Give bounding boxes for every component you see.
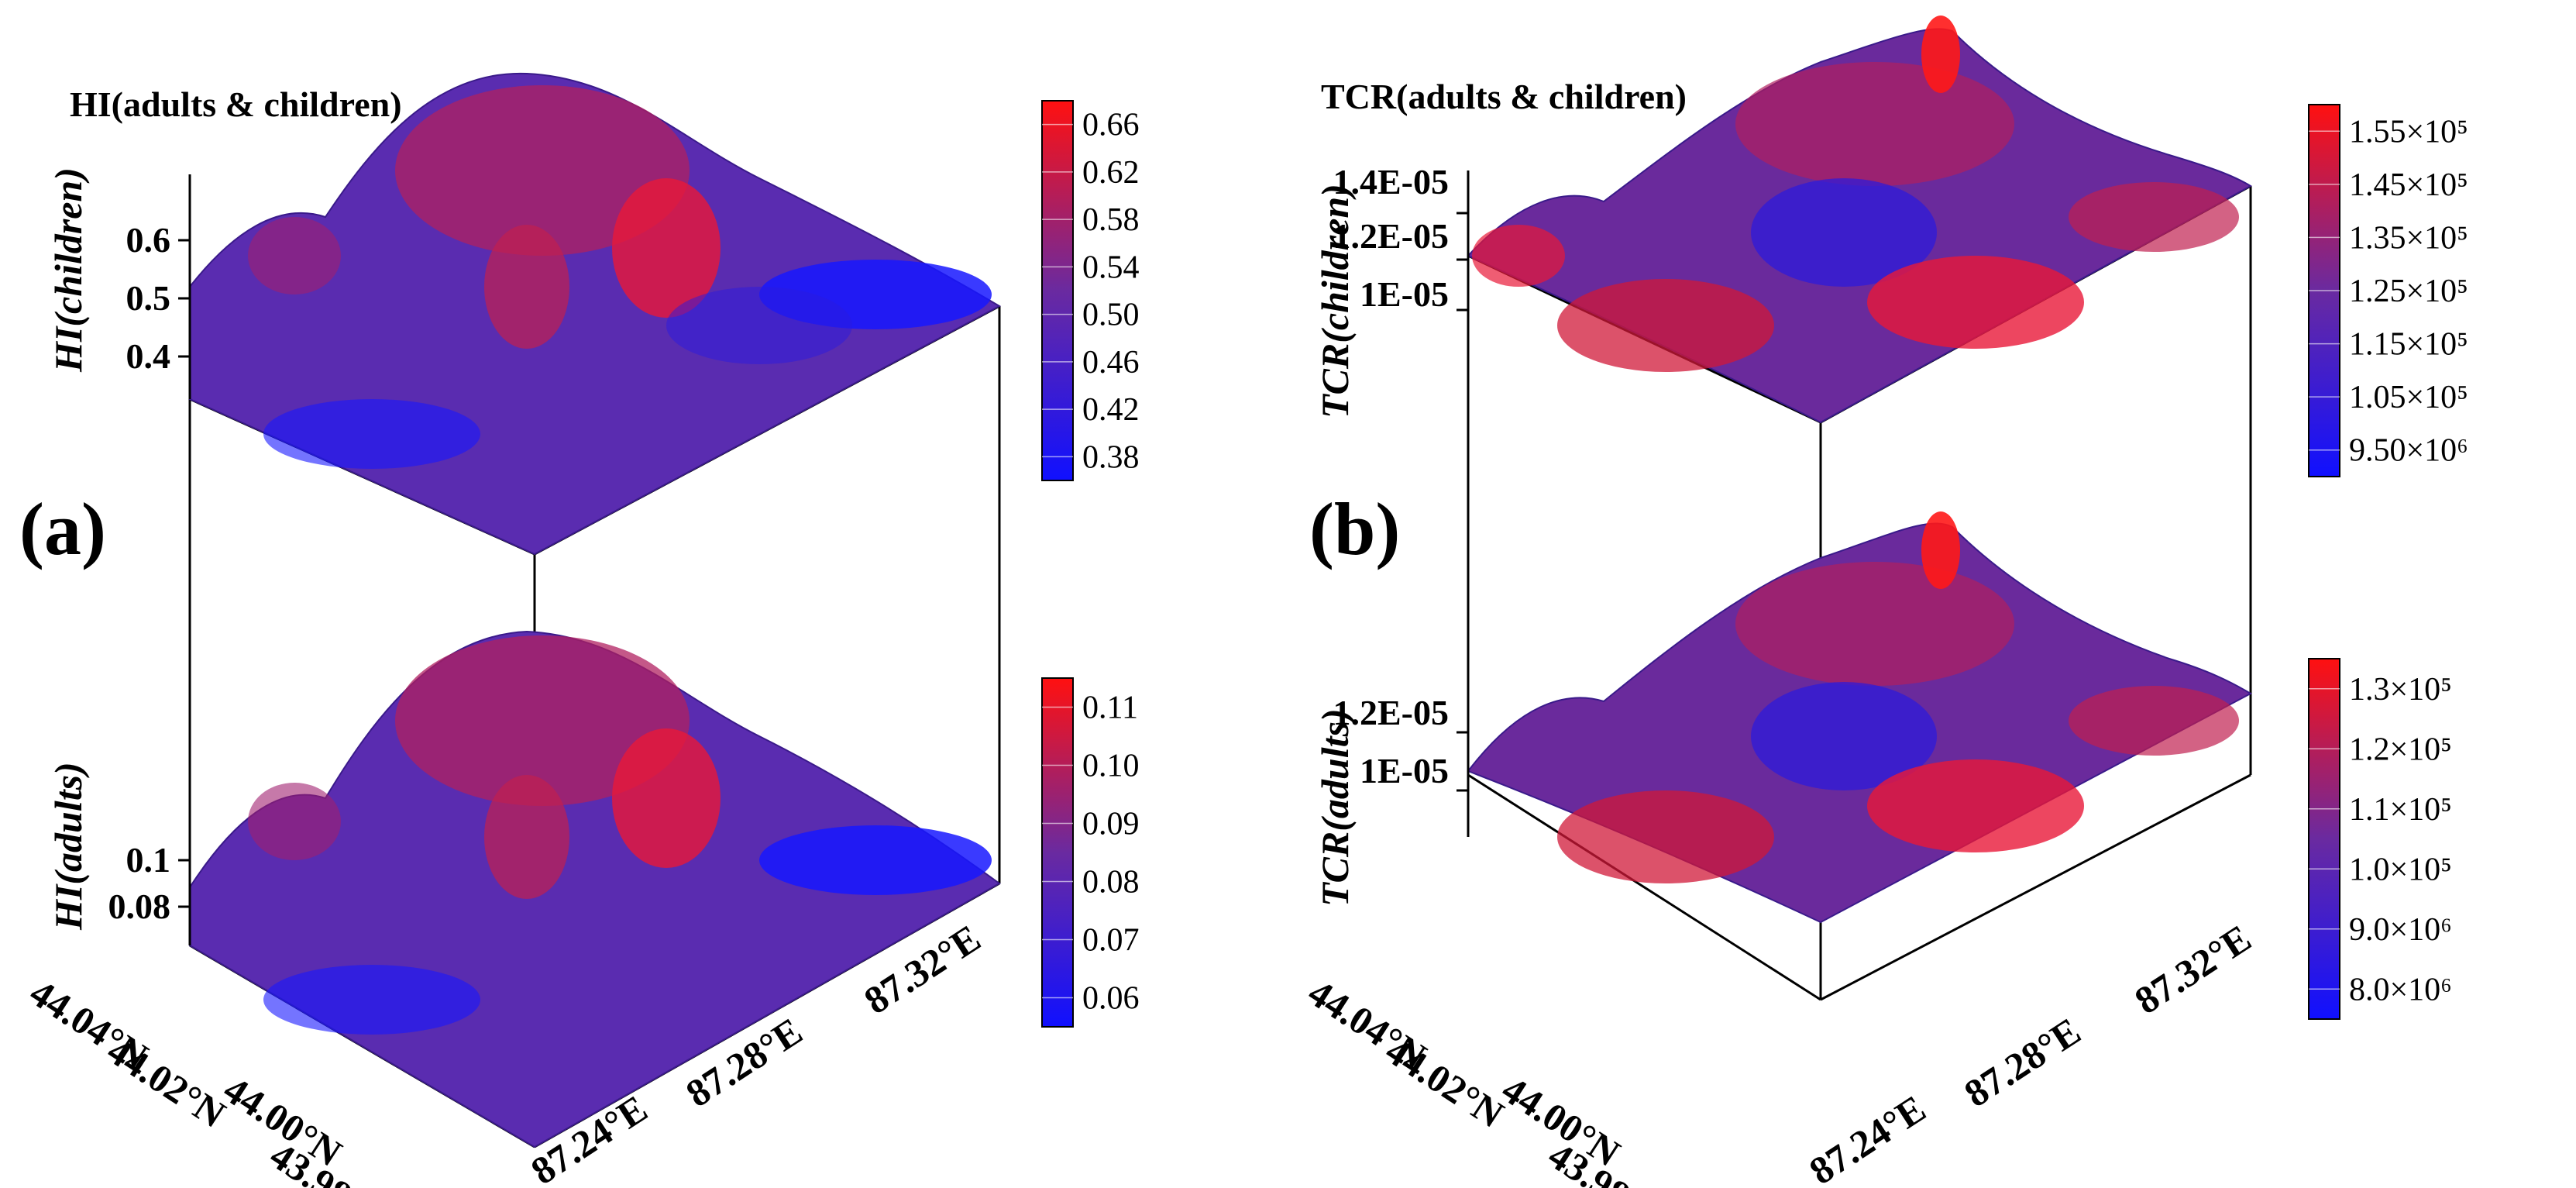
colorbar-label: 0.62 — [1082, 155, 1140, 191]
colorbar-label: 9.0×10⁶ — [2349, 912, 2452, 948]
lat-tick: 44.02°N — [100, 1028, 233, 1136]
colorbar-label: 1.2×10⁵ — [2349, 732, 2452, 767]
colorbar-hi-children: 0.66 0.62 0.58 0.54 0.50 0.46 0.42 0.38 — [1041, 100, 1140, 481]
z-axis-label: TCR(adults) — [1313, 708, 1357, 907]
colorbar-label: 0.38 — [1082, 439, 1140, 475]
surface-tcr-adults — [1467, 511, 2253, 924]
z-axis-hi-children: 0.6 0.5 0.4 HI(children) HI(adults & chi… — [46, 84, 402, 399]
panel-b: (b) — [1301, 15, 2468, 1188]
colorbar-label: 0.11 — [1082, 690, 1138, 726]
colorbar-label: 0.66 — [1082, 108, 1140, 143]
lon-tick: 87.32°E — [2127, 916, 2258, 1022]
colorbar-hi-adults: 0.11 0.10 0.09 0.08 0.07 0.06 — [1041, 677, 1140, 1028]
colorbar-label: 1.05×10⁵ — [2349, 380, 2468, 415]
z-tick: 0.6 — [126, 220, 171, 260]
colorbar-label: 0.58 — [1082, 202, 1140, 238]
colorbar-label: 0.54 — [1082, 250, 1140, 285]
z-tick: 0.4 — [126, 336, 171, 376]
lat-tick: 44.02°N — [1378, 1028, 1512, 1136]
colorbar-label: 0.07 — [1082, 923, 1140, 959]
colorbar-label: 0.09 — [1082, 807, 1140, 842]
z-tick: 1.4E-05 — [1333, 162, 1450, 201]
geo-ticks-b: 44.04°N 44.02°N 44.00°N 43.98°N 87.24°E … — [1301, 916, 2258, 1188]
panel-label-a: (a) — [19, 487, 106, 570]
colorbar-label: 0.06 — [1082, 981, 1140, 1017]
z-axis-hi-adults: 0.1 0.08 HI(adults) — [46, 762, 191, 945]
colorbar-label: 1.3×10⁵ — [2349, 672, 2452, 708]
colorbar-label: 1.25×10⁵ — [2349, 274, 2468, 309]
colorbar-label: 1.45×10⁵ — [2349, 167, 2468, 203]
panel-a: (a) — [19, 72, 1140, 1188]
colorbar-label: 1.35×10⁵ — [2349, 220, 2468, 256]
colorbar-label: 0.08 — [1082, 865, 1140, 900]
surface-hi-children — [189, 72, 1002, 556]
colorbar-label: 8.0×10⁶ — [2349, 972, 2452, 1007]
z-tick: 0.08 — [108, 887, 171, 926]
z-tick: 0.5 — [126, 278, 171, 318]
colorbar-label: 1.0×10⁵ — [2349, 852, 2452, 887]
lon-tick: 87.24°E — [1801, 1086, 1933, 1188]
colorbar-label: 1.55×10⁵ — [2349, 114, 2468, 150]
colorbar-label: 0.50 — [1082, 298, 1140, 333]
z-axis-label: HI(children) — [46, 167, 90, 373]
z-tick: 1E-05 — [1360, 751, 1449, 790]
colorbar-tcr-children: 1.55×10⁵ 1.45×10⁵ 1.35×10⁵ 1.25×10⁵ 1.15×10⁵… — [2308, 104, 2468, 477]
colorbar-label: 0.10 — [1082, 749, 1140, 784]
colorbar-label: 9.50×10⁶ — [2349, 433, 2468, 469]
z-tick: 1.2E-05 — [1333, 216, 1450, 256]
surface-hi-adults — [189, 630, 1001, 1148]
z-axis-tcr-children: 1.4E-05 1.2E-05 1E-05 TCR(children) TCR(… — [1313, 77, 1687, 418]
z-axis-label: HI(adults) — [46, 762, 90, 931]
colorbar-label: 1.1×10⁵ — [2349, 792, 2452, 828]
lon-tick: 87.28°E — [1956, 1009, 2088, 1115]
z-tick: 1.2E-05 — [1333, 693, 1450, 732]
z-axis-tcr-adults: 1.2E-05 1E-05 TCR(adults) — [1313, 693, 1470, 907]
colorbar-label: 1.15×10⁵ — [2349, 327, 2468, 363]
colorbar-label: 0.42 — [1082, 392, 1140, 428]
z-tick: 0.1 — [126, 840, 171, 880]
surface-tcr-children — [1467, 15, 2253, 424]
z-axis-label: TCR(children) — [1313, 184, 1357, 418]
z-tick: 1E-05 — [1360, 274, 1449, 314]
chart-title: HI(adults & children) — [70, 84, 402, 124]
panel-label-b: (b) — [1309, 487, 1400, 570]
chart-title: TCR(adults & children) — [1321, 77, 1687, 116]
colorbar-tcr-adults: 1.3×10⁵ 1.2×10⁵ 1.1×10⁵ 1.0×10⁵ 9.0×10⁶ 8.0×1… — [2308, 658, 2452, 1020]
colorbar-label: 0.46 — [1082, 345, 1140, 381]
